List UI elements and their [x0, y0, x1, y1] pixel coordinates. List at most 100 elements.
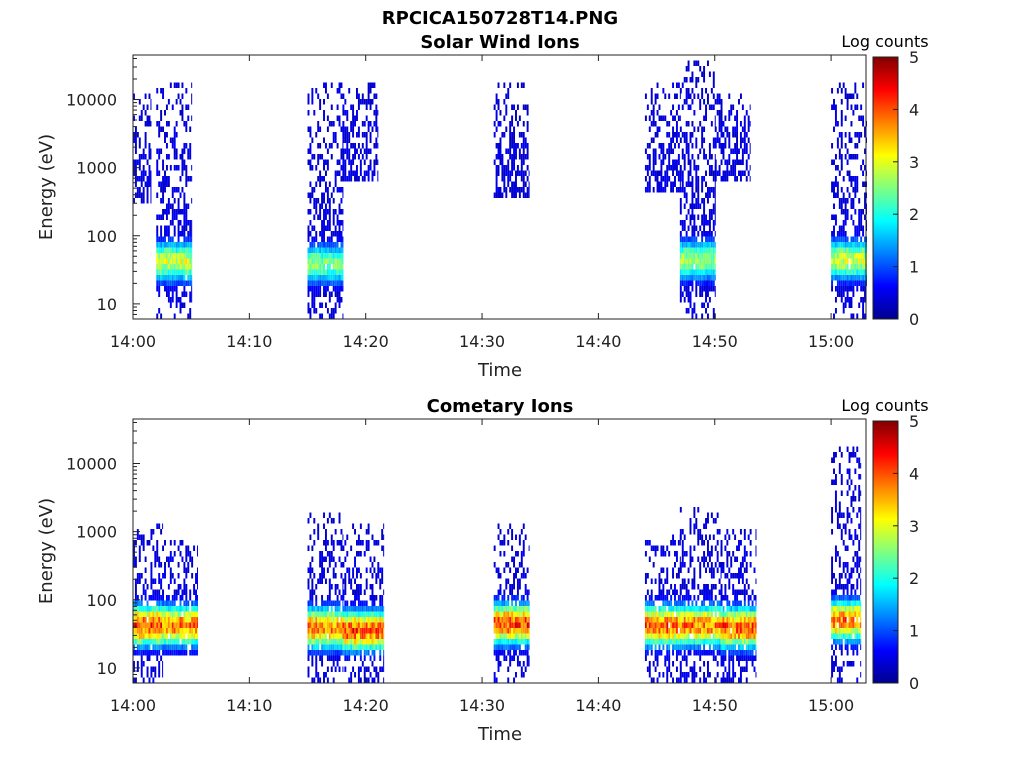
heatmap-cell: [648, 181, 651, 187]
heatmap-cell: [352, 622, 355, 628]
heatmap-cell: [371, 176, 374, 182]
heatmap-cell: [509, 584, 512, 590]
heatmap-cell: [179, 600, 182, 606]
heatmap-cell: [683, 77, 686, 83]
heatmap-cell: [732, 165, 735, 171]
heatmap-cell: [650, 578, 653, 584]
heatmap-cell: [321, 236, 324, 242]
heatmap-cell: [705, 280, 707, 286]
heatmap-cell: [503, 644, 506, 650]
heatmap-cell: [693, 578, 696, 584]
heatmap-cell: [323, 677, 325, 683]
heatmap-cell: [679, 88, 682, 94]
heatmap-cell: [683, 578, 686, 584]
heatmap-cell: [493, 611, 496, 617]
heatmap-cell: [831, 242, 834, 248]
heatmap-cell: [646, 622, 649, 628]
heatmap-cell: [181, 225, 184, 231]
heatmap-cell: [745, 639, 748, 645]
heatmap-cell: [516, 551, 519, 557]
heatmap-cell: [307, 275, 310, 281]
heatmap-cell: [679, 176, 682, 182]
heatmap-cell: [311, 269, 314, 275]
heatmap-cell: [854, 104, 857, 110]
heatmap-cell: [687, 606, 690, 612]
heatmap-cell: [383, 677, 385, 683]
heatmap-cell: [672, 567, 675, 573]
heatmap-cell: [336, 617, 339, 623]
heatmap-cell: [864, 242, 866, 248]
heatmap-cell: [187, 104, 190, 110]
heatmap-cell: [499, 633, 502, 639]
heatmap-cell: [367, 121, 370, 127]
heatmap-cell: [503, 650, 506, 656]
heatmap-cell: [708, 71, 711, 77]
heatmap-cell: [181, 165, 184, 171]
heatmap-cell: [862, 82, 865, 88]
heatmap-cell: [722, 562, 725, 568]
heatmap-cell: [518, 154, 521, 160]
heatmap-cell: [699, 121, 702, 127]
heatmap-cell: [646, 540, 649, 546]
heatmap-cell: [749, 655, 752, 661]
heatmap-cell: [693, 672, 696, 678]
heatmap-cell: [681, 617, 684, 623]
heatmap-cell: [741, 644, 744, 650]
heatmap-cell: [495, 639, 498, 645]
heatmap-cell: [160, 236, 163, 242]
heatmap-cell: [179, 297, 182, 303]
heatmap-cell: [189, 622, 192, 628]
heatmap-cell: [703, 137, 706, 143]
heatmap-cell: [666, 644, 669, 650]
heatmap-cell: [697, 534, 700, 540]
heatmap-cell: [728, 143, 731, 149]
heatmap-cell: [361, 633, 364, 639]
heatmap-cell: [340, 264, 343, 270]
heatmap-cell: [319, 578, 322, 584]
heatmap-cell: [173, 209, 176, 215]
heatmap-cell: [146, 606, 149, 612]
heatmap-cell: [842, 247, 845, 253]
heatmap-cell: [363, 170, 366, 176]
heatmap-cell: [739, 176, 742, 182]
heatmap-cell: [311, 617, 314, 623]
heatmap-cell: [342, 209, 344, 215]
heatmap-cell: [323, 556, 325, 562]
heatmap-cell: [724, 655, 727, 661]
heatmap-cell: [356, 93, 358, 99]
heatmap-cell: [650, 650, 653, 656]
heatmap-cell: [738, 606, 740, 612]
heatmap-cell: [175, 650, 178, 656]
heatmap-cell: [656, 622, 659, 628]
heatmap-cell: [650, 110, 653, 116]
heatmap-cell: [357, 132, 360, 138]
heatmap-cell: [844, 115, 847, 121]
heatmap-cell: [324, 209, 327, 215]
heatmap-cell: [670, 187, 673, 193]
heatmap-cell: [687, 644, 690, 650]
heatmap-cell: [705, 214, 707, 220]
heatmap-cell: [697, 192, 700, 198]
heatmap-cell: [193, 650, 196, 656]
heatmap-cell: [652, 104, 655, 110]
heatmap-cell: [507, 540, 510, 546]
y-axis-label: Energy (eV): [36, 134, 57, 240]
heatmap-cell: [346, 110, 349, 116]
heatmap-cell: [716, 650, 719, 656]
heatmap-cell: [346, 639, 349, 645]
heatmap-cell: [681, 220, 684, 226]
heatmap-cell: [703, 66, 706, 72]
heatmap-cell: [179, 628, 182, 634]
heatmap-cell: [511, 143, 514, 149]
heatmap-cell: [751, 661, 754, 667]
heatmap-cell: [695, 170, 698, 176]
heatmap-cell: [133, 622, 135, 628]
heatmap-cell: [668, 628, 671, 634]
heatmap-cell: [520, 82, 523, 88]
heatmap-cell: [522, 104, 525, 110]
heatmap-cell: [177, 247, 180, 253]
heatmap-cell: [842, 192, 845, 198]
heatmap-cell: [726, 644, 729, 650]
heatmap-cell: [169, 567, 172, 573]
heatmap-cell: [720, 639, 723, 645]
